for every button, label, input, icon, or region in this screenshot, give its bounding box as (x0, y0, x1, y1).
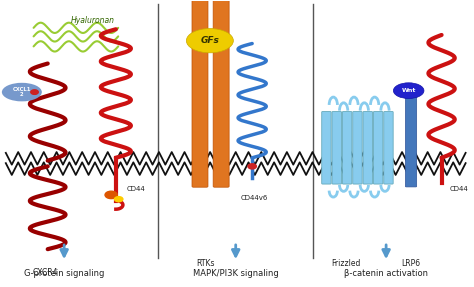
Circle shape (248, 164, 256, 169)
Circle shape (114, 197, 123, 202)
Text: CD44v6: CD44v6 (241, 195, 268, 201)
Text: G-protein signaling: G-protein signaling (24, 269, 104, 278)
Text: CD44: CD44 (450, 186, 469, 192)
Text: RTKs: RTKs (196, 259, 214, 268)
Text: β-catenin activation: β-catenin activation (344, 269, 428, 278)
Ellipse shape (2, 83, 42, 101)
Text: MAPK/PI3K signaling: MAPK/PI3K signaling (193, 269, 279, 278)
Text: Frizzled: Frizzled (331, 259, 361, 268)
Ellipse shape (186, 28, 233, 53)
Text: GFs: GFs (201, 36, 219, 45)
FancyBboxPatch shape (384, 112, 393, 184)
FancyBboxPatch shape (353, 112, 362, 184)
Ellipse shape (393, 83, 424, 98)
Text: CXCR4: CXCR4 (33, 267, 58, 277)
Circle shape (31, 90, 38, 94)
Text: Hyaluronan: Hyaluronan (70, 16, 114, 25)
FancyBboxPatch shape (322, 112, 331, 184)
Circle shape (105, 191, 117, 199)
FancyBboxPatch shape (332, 112, 341, 184)
FancyBboxPatch shape (192, 0, 208, 187)
FancyBboxPatch shape (342, 112, 352, 184)
Text: Wnt: Wnt (401, 88, 416, 93)
Text: LRP6: LRP6 (401, 259, 420, 268)
Text: CD44: CD44 (127, 186, 146, 192)
FancyBboxPatch shape (363, 112, 373, 184)
FancyBboxPatch shape (213, 0, 229, 187)
FancyBboxPatch shape (405, 97, 417, 187)
FancyBboxPatch shape (374, 112, 383, 184)
Text: CXCL1
2: CXCL1 2 (13, 87, 31, 98)
